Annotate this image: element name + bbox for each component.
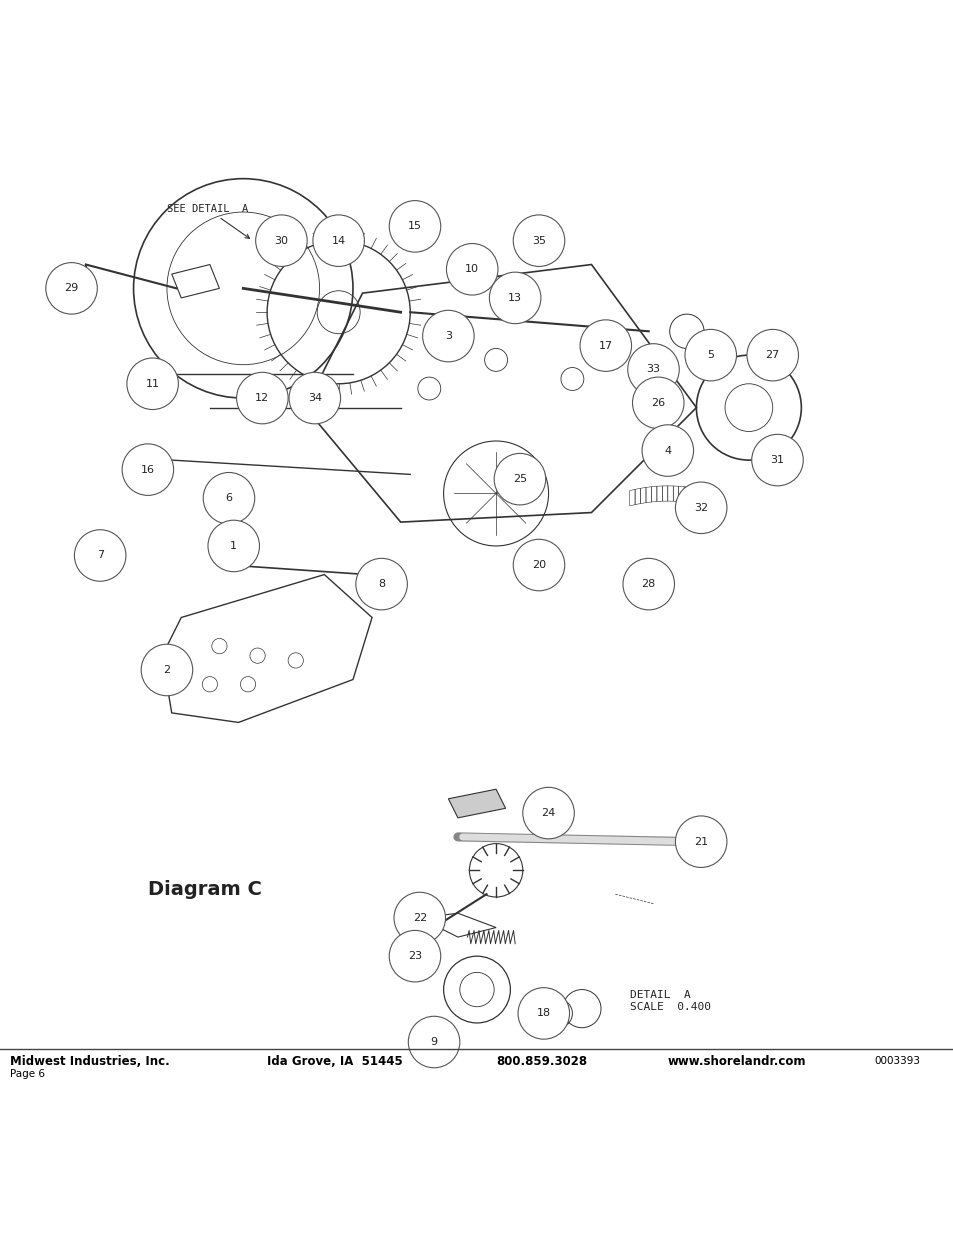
Text: Diagram C: Diagram C xyxy=(148,879,261,899)
Text: 25: 25 xyxy=(513,474,526,484)
Text: 0003393: 0003393 xyxy=(874,1056,920,1066)
Circle shape xyxy=(408,1016,459,1068)
Text: 14: 14 xyxy=(332,236,345,246)
Text: 4: 4 xyxy=(663,446,671,456)
Text: 35: 35 xyxy=(532,236,545,246)
Circle shape xyxy=(513,540,564,590)
Text: 24: 24 xyxy=(541,808,555,818)
Circle shape xyxy=(46,263,97,314)
Text: 1: 1 xyxy=(230,541,237,551)
Circle shape xyxy=(141,645,193,695)
Text: SEE DETAIL  A: SEE DETAIL A xyxy=(167,204,250,238)
Text: 9: 9 xyxy=(430,1037,437,1047)
Text: 33: 33 xyxy=(646,364,659,374)
Circle shape xyxy=(632,377,683,429)
Text: 30: 30 xyxy=(274,236,288,246)
Text: 16: 16 xyxy=(141,464,154,474)
Text: 29: 29 xyxy=(65,283,78,294)
Text: Ida Grove, IA  51445: Ida Grove, IA 51445 xyxy=(267,1055,402,1067)
Text: 12: 12 xyxy=(255,393,269,403)
Circle shape xyxy=(127,358,178,410)
Circle shape xyxy=(289,372,340,424)
Text: 3: 3 xyxy=(444,331,452,341)
Circle shape xyxy=(746,330,798,380)
Text: 27: 27 xyxy=(765,351,779,361)
Circle shape xyxy=(203,473,254,524)
Text: 21: 21 xyxy=(694,836,707,847)
Text: 2: 2 xyxy=(163,664,171,676)
Text: 22: 22 xyxy=(413,913,426,923)
Circle shape xyxy=(355,558,407,610)
Text: 7: 7 xyxy=(96,551,104,561)
Text: 32: 32 xyxy=(694,503,707,513)
Text: 23: 23 xyxy=(408,951,421,961)
Circle shape xyxy=(394,892,445,944)
Text: 13: 13 xyxy=(508,293,521,303)
Circle shape xyxy=(208,520,259,572)
Circle shape xyxy=(675,816,726,867)
Polygon shape xyxy=(448,789,505,818)
Text: 11: 11 xyxy=(146,379,159,389)
Text: 5: 5 xyxy=(706,351,714,361)
Circle shape xyxy=(641,425,693,477)
Circle shape xyxy=(522,787,574,839)
Circle shape xyxy=(74,530,126,582)
Circle shape xyxy=(255,215,307,267)
Text: 15: 15 xyxy=(408,221,421,231)
Circle shape xyxy=(389,930,440,982)
Circle shape xyxy=(751,435,802,485)
Text: Page 6: Page 6 xyxy=(10,1068,45,1078)
Circle shape xyxy=(236,372,288,424)
Circle shape xyxy=(513,215,564,267)
Text: Midwest Industries, Inc.: Midwest Industries, Inc. xyxy=(10,1055,169,1067)
Text: 28: 28 xyxy=(641,579,655,589)
Circle shape xyxy=(494,453,545,505)
Text: 10: 10 xyxy=(465,264,478,274)
Text: DETAIL  A
SCALE  0.400: DETAIL A SCALE 0.400 xyxy=(629,990,710,1011)
Circle shape xyxy=(122,443,173,495)
Circle shape xyxy=(675,482,726,534)
Text: 31: 31 xyxy=(770,454,783,466)
Text: 20: 20 xyxy=(532,559,545,571)
Text: 6: 6 xyxy=(225,493,233,503)
Text: 800.859.3028: 800.859.3028 xyxy=(496,1055,587,1067)
Circle shape xyxy=(684,330,736,380)
Text: www.shorelandr.com: www.shorelandr.com xyxy=(667,1055,805,1067)
Text: 17: 17 xyxy=(598,341,612,351)
Text: 18: 18 xyxy=(537,1009,550,1019)
Circle shape xyxy=(489,272,540,324)
Circle shape xyxy=(579,320,631,372)
Text: 8: 8 xyxy=(377,579,385,589)
Circle shape xyxy=(446,243,497,295)
Circle shape xyxy=(622,558,674,610)
Circle shape xyxy=(627,343,679,395)
Circle shape xyxy=(422,310,474,362)
Circle shape xyxy=(517,988,569,1039)
Text: 34: 34 xyxy=(308,393,321,403)
Text: 26: 26 xyxy=(651,398,664,408)
Circle shape xyxy=(313,215,364,267)
Circle shape xyxy=(389,200,440,252)
